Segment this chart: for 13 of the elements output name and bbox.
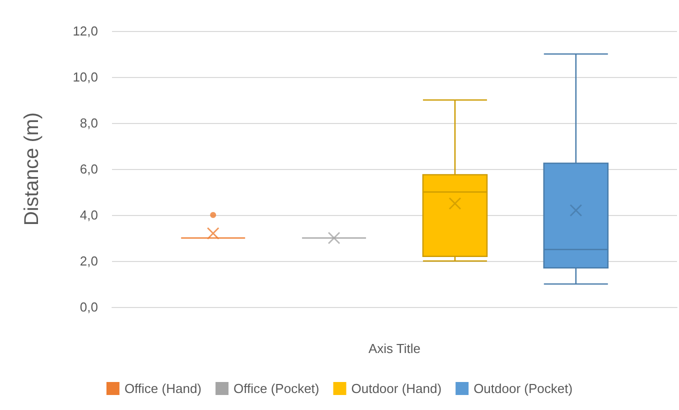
y-tick-label: 10,0 [72, 70, 98, 84]
y-tick-label: 8,0 [80, 116, 98, 130]
legend-label: Outdoor (Hand) [351, 381, 442, 396]
x-axis-title: Axis Title [368, 341, 421, 356]
y-tick-label: 12,0 [72, 24, 98, 38]
y-tick-label: 0,0 [80, 300, 98, 314]
legend-label: Office (Hand) [124, 381, 202, 396]
y-tick-label: 6,0 [80, 162, 98, 176]
y-tick-label: 2,0 [80, 254, 98, 268]
legend-label: Outdoor (Pocket) [474, 381, 573, 396]
y-axis-title: Distance (m) [21, 112, 43, 226]
y-tick-label: 4,0 [80, 208, 98, 222]
legend-label: Office (Pocket) [234, 381, 320, 396]
